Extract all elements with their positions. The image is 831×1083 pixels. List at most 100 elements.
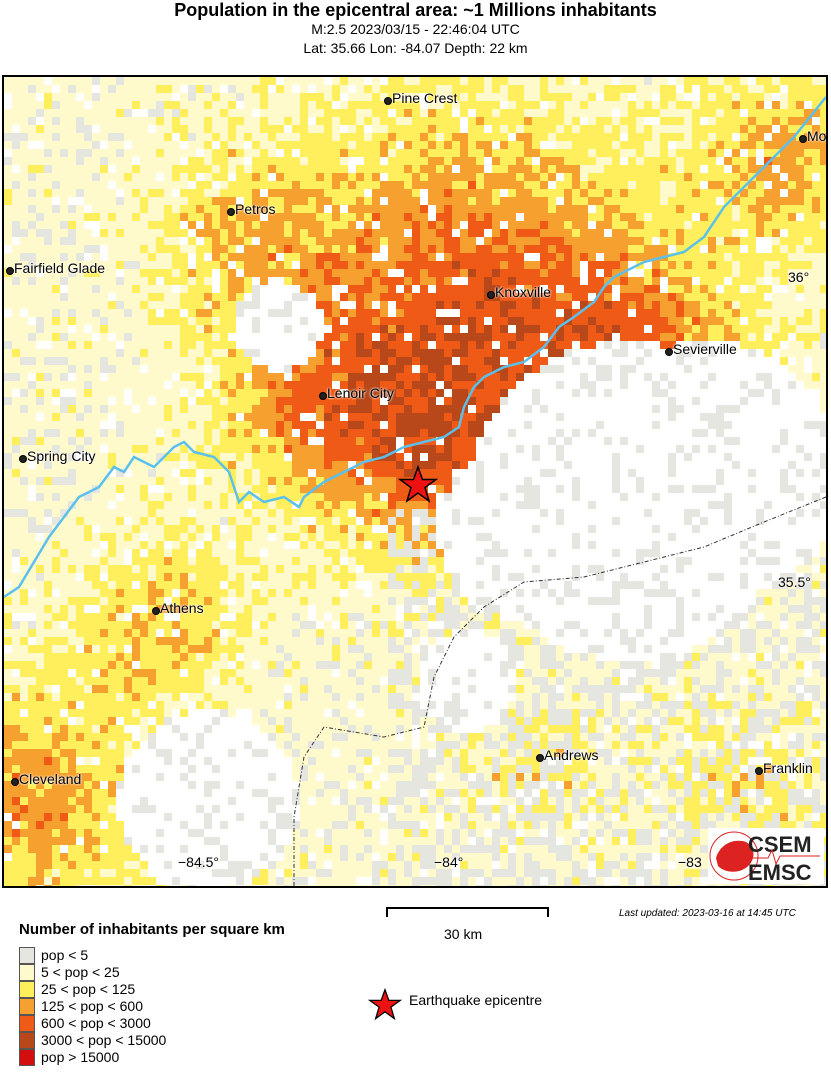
density-cell xyxy=(412,101,420,109)
density-cell xyxy=(388,253,396,261)
density-cell xyxy=(676,261,684,269)
density-cell xyxy=(748,549,756,557)
density-cell xyxy=(388,237,396,245)
density-cell xyxy=(156,93,164,101)
density-cell xyxy=(20,413,28,421)
density-cell xyxy=(244,477,252,485)
density-cell xyxy=(460,421,468,429)
density-cell xyxy=(468,309,476,317)
density-cell xyxy=(108,205,116,213)
density-cell xyxy=(388,165,396,173)
density-cell xyxy=(676,133,684,141)
density-cell xyxy=(332,325,340,333)
density-cell xyxy=(764,213,772,221)
density-cell xyxy=(692,397,700,405)
density-cell xyxy=(652,269,660,277)
density-cell xyxy=(524,341,532,349)
density-cell xyxy=(732,221,740,229)
density-cell xyxy=(412,557,420,565)
density-cell xyxy=(796,301,804,309)
density-cell xyxy=(292,469,300,477)
density-cell xyxy=(724,405,732,413)
density-cell xyxy=(244,245,252,253)
density-cell xyxy=(244,165,252,173)
density-cell xyxy=(308,285,316,293)
density-cell xyxy=(724,85,732,93)
density-cell xyxy=(140,405,148,413)
density-cell xyxy=(556,237,564,245)
density-cell xyxy=(692,117,700,125)
density-cell xyxy=(324,309,332,317)
density-cell xyxy=(276,485,284,493)
density-cell xyxy=(492,333,500,341)
density-cell xyxy=(420,557,428,565)
density-cell xyxy=(756,181,764,189)
density-cell xyxy=(532,293,540,301)
density-cell xyxy=(44,557,52,565)
density-cell xyxy=(780,109,788,117)
density-cell xyxy=(636,205,644,213)
density-cell xyxy=(156,189,164,197)
density-cell xyxy=(460,341,468,349)
density-cell xyxy=(172,565,180,573)
density-cell xyxy=(316,157,324,165)
density-cell xyxy=(788,165,796,173)
density-cell xyxy=(100,229,108,237)
density-cell xyxy=(620,309,628,317)
density-cell xyxy=(52,381,60,389)
density-cell xyxy=(84,173,92,181)
density-cell xyxy=(52,557,60,565)
density-cell xyxy=(740,301,748,309)
density-cell xyxy=(748,157,756,165)
density-cell xyxy=(260,165,268,173)
density-cell xyxy=(124,85,132,93)
density-cell xyxy=(28,357,36,365)
density-cell xyxy=(708,133,716,141)
density-cell xyxy=(796,493,804,501)
density-cell xyxy=(236,421,244,429)
density-cell xyxy=(380,165,388,173)
density-cell xyxy=(236,373,244,381)
density-cell xyxy=(108,509,116,517)
density-cell xyxy=(572,477,580,485)
population-map[interactable]: Pine Crest Mo Petros Fairfield Glade Kno… xyxy=(2,75,828,888)
density-cell xyxy=(420,525,428,533)
density-cell xyxy=(76,333,84,341)
density-cell xyxy=(524,477,532,485)
density-cell xyxy=(220,133,228,141)
density-cell xyxy=(36,453,44,461)
density-cell xyxy=(356,397,364,405)
density-cell xyxy=(268,525,276,533)
density-cell xyxy=(484,365,492,373)
density-cell xyxy=(220,93,228,101)
density-cell xyxy=(252,565,260,573)
density-cell xyxy=(44,421,52,429)
density-cell xyxy=(388,493,396,501)
density-cell xyxy=(652,573,660,581)
density-cell xyxy=(44,485,52,493)
density-cell xyxy=(748,133,756,141)
density-cell xyxy=(92,349,100,357)
density-cell xyxy=(164,221,172,229)
density-cell xyxy=(20,469,28,477)
density-cell xyxy=(524,125,532,133)
density-cell xyxy=(180,509,188,517)
density-cell xyxy=(356,101,364,109)
density-cell xyxy=(636,85,644,93)
density-cell xyxy=(476,261,484,269)
density-cell xyxy=(412,173,420,181)
density-cell xyxy=(260,373,268,381)
density-cell xyxy=(532,165,540,173)
density-cell xyxy=(532,309,540,317)
density-cell xyxy=(196,501,204,509)
density-cell xyxy=(204,349,212,357)
density-cell xyxy=(588,101,596,109)
density-cell xyxy=(164,557,172,565)
density-cell xyxy=(652,253,660,261)
density-cell xyxy=(748,485,756,493)
density-cell xyxy=(324,413,332,421)
density-cell xyxy=(228,149,236,157)
density-cell xyxy=(156,149,164,157)
density-cell xyxy=(532,565,540,573)
density-cell xyxy=(12,573,20,581)
